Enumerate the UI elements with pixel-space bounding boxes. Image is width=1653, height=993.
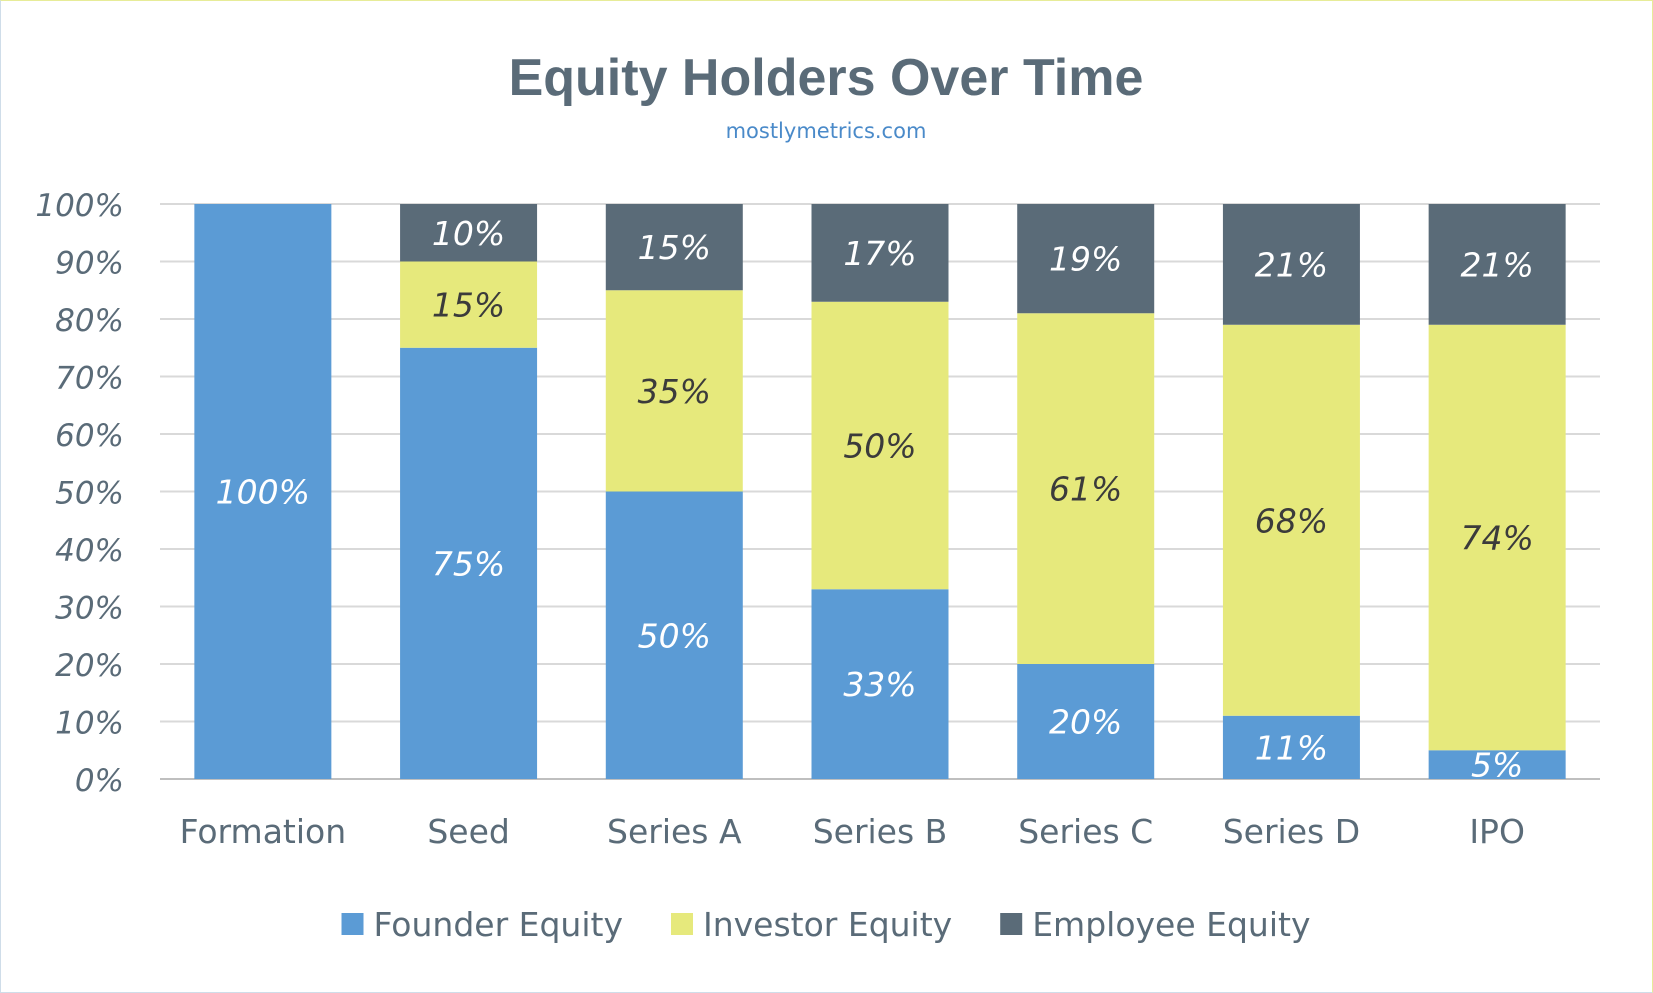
x-tick-label: Formation	[180, 812, 347, 851]
y-tick-label: 80%	[55, 303, 124, 339]
bar-segment	[811, 301, 949, 590]
bar-segment	[605, 491, 743, 779]
bar-segment	[1222, 324, 1360, 716]
bar-segment	[605, 204, 743, 291]
legend-label: Employee Equity	[1032, 905, 1310, 944]
y-tick-label: 50%	[55, 476, 124, 512]
data-label: 100%	[216, 473, 310, 512]
legend-label: Founder Equity	[374, 905, 623, 944]
bar-segment	[1428, 324, 1566, 751]
y-tick-label: 40%	[55, 533, 124, 569]
y-tick-label: 10%	[55, 706, 124, 742]
data-labels: 100% 75% 15% 10% 50% 35% 15% 33% 50% 17% 20% 61% 19%…	[216, 214, 1534, 785]
x-tick-label: Series A	[607, 812, 742, 851]
bars	[194, 204, 1566, 779]
data-label: 15%	[638, 228, 711, 267]
data-label: 19%	[1049, 240, 1122, 279]
bar-segment	[400, 347, 538, 779]
y-tick-label: 90%	[55, 246, 124, 282]
data-label: 61%	[1049, 470, 1122, 509]
y-tick-label: 60%	[55, 418, 124, 454]
data-label: 50%	[843, 427, 916, 466]
bar-segment	[811, 204, 949, 302]
bar-segment	[1428, 750, 1566, 779]
data-label: 75%	[432, 544, 505, 583]
legend-swatch	[670, 913, 693, 935]
bar-segment	[605, 290, 743, 492]
y-tick-label: 100%	[35, 188, 124, 224]
bar-segment	[1222, 715, 1360, 779]
y-axis: 0% 10% 20% 30% 40% 50% 60% 70% 80% 90% 100%	[35, 188, 124, 799]
legend-swatch	[341, 913, 364, 935]
y-tick-label: 0%	[75, 763, 124, 799]
bar-segment	[811, 589, 949, 779]
y-tick-label: 20%	[55, 648, 124, 684]
data-label: 11%	[1255, 728, 1328, 767]
data-label: 5%	[1471, 746, 1523, 785]
data-label: 21%	[1255, 245, 1328, 284]
chart-subtitle: mostlymetrics.com	[726, 119, 927, 143]
bar-segment	[1428, 204, 1566, 325]
legend: Founder Equity Investor Equity Employee Eq…	[341, 905, 1310, 944]
legend-label: Investor Equity	[703, 905, 952, 944]
data-label: 74%	[1460, 519, 1533, 558]
data-label: 33%	[843, 665, 916, 704]
data-label: 17%	[843, 234, 916, 273]
data-label: 10%	[432, 214, 505, 253]
chart-title: Equity Holders Over Time	[509, 49, 1144, 107]
bar-segment	[1017, 664, 1155, 779]
x-tick-label: IPO	[1469, 812, 1525, 851]
bar-segment	[194, 204, 332, 779]
bar-segment	[1017, 204, 1155, 314]
bar-segment	[1017, 313, 1155, 664]
x-axis: Formation Seed Series A Series B Series C Ser…	[180, 812, 1525, 851]
x-tick-label: Seed	[427, 812, 510, 851]
bar-segment	[400, 261, 538, 348]
data-label: 50%	[638, 616, 711, 655]
data-label: 35%	[638, 372, 711, 411]
x-tick-label: Series C	[1018, 812, 1153, 851]
bar-segment	[1222, 204, 1360, 325]
data-label: 68%	[1255, 501, 1328, 540]
data-label: 20%	[1049, 703, 1122, 742]
y-tick-label: 70%	[55, 361, 124, 397]
data-label: 15%	[432, 286, 505, 325]
legend-swatch	[1000, 913, 1023, 935]
x-tick-label: Series D	[1223, 812, 1360, 851]
y-tick-label: 30%	[55, 591, 124, 627]
bar-segment	[400, 204, 538, 262]
data-label: 21%	[1460, 245, 1533, 284]
x-tick-label: Series B	[813, 812, 948, 851]
